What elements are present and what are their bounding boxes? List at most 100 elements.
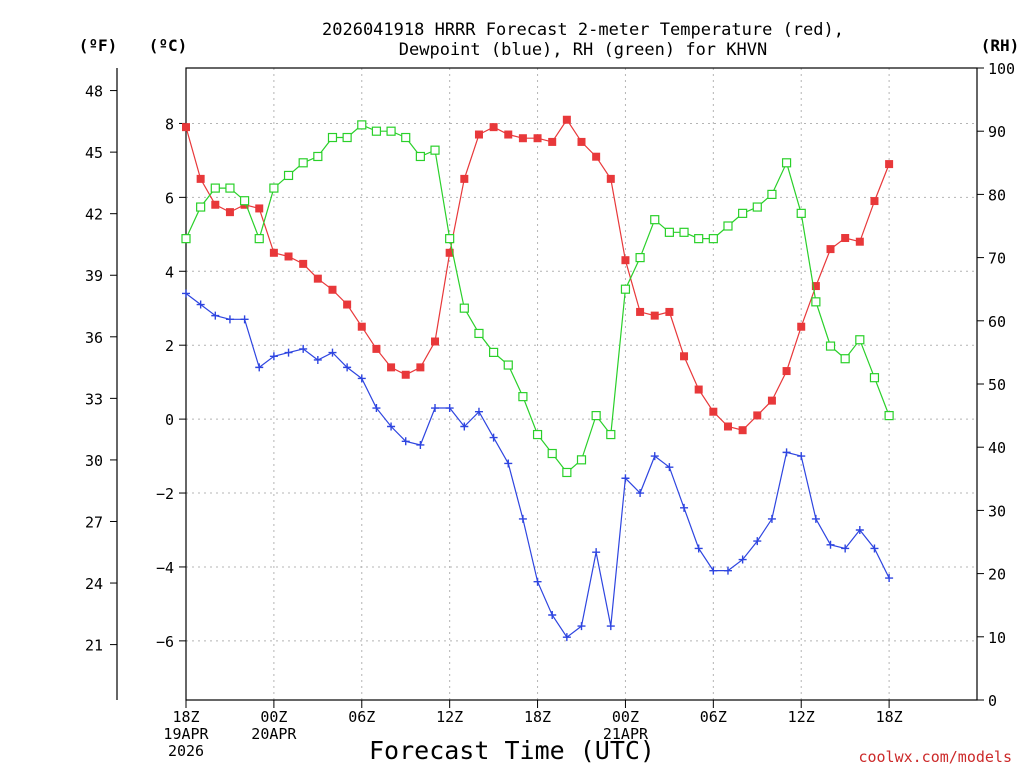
rh-point [445, 234, 455, 244]
rh-point [840, 354, 850, 364]
dewpoint-point [299, 344, 308, 353]
2-meter-temperature-point [665, 307, 674, 316]
dewpoint-point [811, 514, 820, 523]
rh-point [239, 196, 250, 206]
2-meter-temperature-point [841, 234, 850, 243]
dewpoint-point [577, 622, 586, 631]
2-meter-temperature-point [460, 174, 469, 183]
rh-point [371, 126, 382, 136]
2-meter-temperature-point [606, 174, 615, 183]
rh-tick-label: 70 [988, 250, 1006, 268]
x-tick-label: 2026 [168, 742, 204, 760]
2-meter-temperature-point [343, 300, 352, 309]
2-meter-temperature-point [753, 411, 762, 420]
dewpoint-point [841, 544, 850, 553]
dewpoint-point [225, 315, 234, 324]
fahrenheit-tick-label: 48 [85, 83, 103, 101]
dewpoint-point [357, 374, 366, 383]
2-meter-temperature-point [562, 115, 571, 124]
dewpoint-point [284, 348, 293, 357]
dewpoint-point [460, 422, 469, 431]
2-meter-temperature-point [313, 274, 322, 283]
celsius-tick-label: −2 [156, 485, 174, 503]
2-meter-temperature-point [328, 285, 337, 294]
dewpoint-point [855, 525, 864, 534]
2-meter-temperature-point [797, 322, 806, 331]
rh-point [532, 429, 543, 440]
fahrenheit-tick-label: 30 [85, 452, 103, 470]
rh-point [650, 215, 660, 225]
rh-point [811, 297, 821, 307]
rh-point [386, 126, 396, 136]
chart-title-line2: Dewpoint (blue), RH (green) for KHVN [399, 40, 767, 60]
rh-point [723, 221, 733, 231]
chart-title-line1: 2026041918 HRRR Forecast 2-meter Tempera… [322, 20, 844, 40]
2-meter-temperature-point [694, 385, 703, 394]
celsius-tick-label: 4 [165, 263, 174, 281]
2-meter-temperature-point [533, 134, 542, 143]
rh-point [576, 455, 587, 465]
x-tick-label: 12Z [436, 708, 463, 726]
2-meter-temperature-point [870, 197, 879, 206]
dewpoint-point [489, 433, 498, 442]
x-tick-label: 12Z [788, 708, 815, 726]
celsius-unit-label: (ºC) [149, 36, 188, 55]
dewpoint-point [709, 566, 718, 575]
dewpoint-point [606, 622, 615, 631]
dewpoint-point [533, 577, 542, 586]
rh-point [679, 227, 689, 237]
2-meter-temperature-point [548, 137, 557, 146]
rh-point [459, 303, 469, 313]
rh-point [664, 227, 674, 237]
2-meter-temperature-point [738, 426, 747, 435]
dewpoint-point [753, 537, 762, 546]
credit-label: coolwx.com/models [858, 748, 1012, 766]
rh-point [225, 183, 235, 193]
celsius-tick-label: 0 [165, 411, 174, 429]
rh-point [327, 132, 338, 143]
dewpoint-point [782, 448, 791, 457]
2-meter-temperature-point [855, 237, 864, 246]
2-meter-temperature-point [416, 363, 425, 372]
dewpoint-point [387, 422, 396, 431]
dewpoint-point [431, 404, 440, 413]
fahrenheit-tick-label: 21 [85, 637, 103, 655]
dewpoint-point [416, 440, 425, 449]
rh-point [767, 189, 777, 199]
dewpoint-point [797, 452, 806, 461]
2-meter-temperature-point [401, 370, 410, 379]
fahrenheit-tick-label: 42 [85, 206, 103, 224]
fahrenheit-tick-label: 45 [85, 144, 103, 162]
2-meter-temperature-point [372, 344, 381, 353]
dewpoint-point [343, 363, 352, 372]
dewpoint-point [548, 610, 557, 619]
x-tick-label: 00Z [612, 708, 639, 726]
2-meter-temperature-point [650, 311, 659, 320]
dewpoint-point [723, 566, 732, 575]
fahrenheit-unit-label: (ºF) [79, 36, 118, 55]
rh-point [357, 120, 367, 130]
rh-point [855, 335, 865, 345]
dewpoint-point [738, 555, 747, 564]
2-meter-temperature-point [504, 130, 513, 139]
rh-point [489, 347, 499, 357]
dewpoint-point [694, 544, 703, 553]
rh-unit-label: (RH) [981, 36, 1020, 55]
series-layer [181, 115, 894, 642]
2-meter-temperature-point [431, 337, 440, 346]
rh-point [708, 234, 718, 244]
x-tick-label: 20APR [251, 725, 297, 743]
dewpoint-point [665, 463, 674, 472]
dewpoint-point [445, 404, 454, 413]
rh-point [694, 234, 704, 244]
x-tick-label: 06Z [700, 708, 727, 726]
rh-tick-label: 40 [988, 439, 1006, 457]
2-meter-temperature-point [592, 152, 601, 161]
dewpoint-point [636, 489, 645, 498]
2-meter-temperature-point [211, 200, 220, 209]
dewpoint-point [328, 348, 337, 357]
dewpoint-point [401, 437, 410, 446]
rh-point [884, 411, 894, 421]
